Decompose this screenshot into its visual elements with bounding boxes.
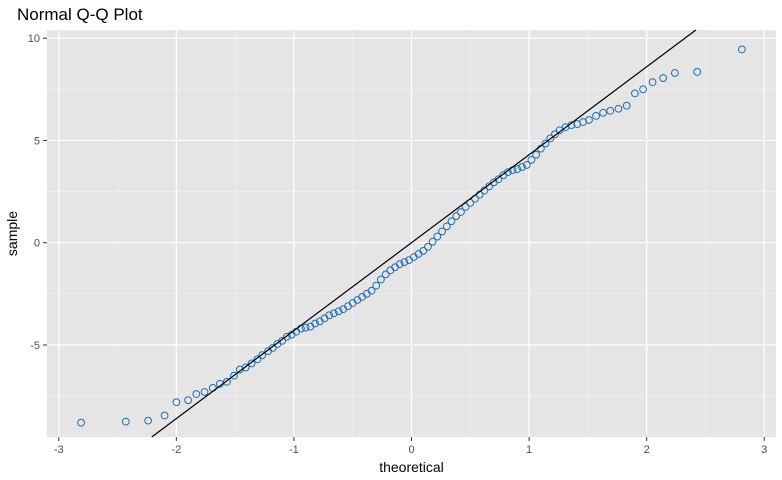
data-point [639, 85, 648, 94]
y-tick-label: 5 [34, 135, 40, 147]
data-point [622, 101, 631, 110]
y-axis-ticks: -5 0 5 10 [28, 33, 47, 352]
data-point [282, 332, 291, 341]
data-point [551, 130, 559, 139]
data-point [278, 336, 287, 345]
data-point [461, 203, 470, 211]
data-point [442, 222, 451, 231]
data-point [518, 163, 526, 171]
data-point [424, 242, 432, 251]
data-point [144, 416, 153, 425]
data-point [200, 388, 209, 396]
data-point [513, 165, 522, 173]
data-point [447, 217, 456, 226]
x-tick-label: 1 [526, 444, 532, 456]
data-point [258, 351, 267, 360]
data-point [659, 74, 668, 82]
data-point [372, 281, 381, 290]
data-point [325, 311, 334, 320]
data-point [648, 78, 657, 87]
data-point [438, 227, 446, 236]
y-tick-label: 10 [28, 33, 40, 45]
data-point [555, 126, 564, 135]
x-tick-label: 2 [644, 444, 650, 456]
data-point [241, 363, 250, 372]
data-point [532, 150, 541, 159]
data-point [367, 286, 376, 295]
x-tick-label: -2 [171, 444, 181, 456]
x-axis-ticks: -3 -2 -1 0 1 2 3 [54, 437, 767, 456]
chart-title: Normal Q-Q Plot [17, 5, 143, 24]
data-points [77, 45, 746, 427]
data-point [546, 134, 555, 143]
data-point [247, 359, 256, 368]
x-tick-label: -1 [289, 444, 299, 456]
data-point [77, 418, 85, 427]
x-axis-title: theoretical [379, 459, 444, 475]
data-point [693, 68, 702, 76]
data-point [311, 319, 319, 328]
data-point [395, 260, 404, 269]
data-point [400, 258, 409, 267]
data-point [121, 417, 130, 426]
data-point [527, 155, 536, 164]
y-axis-title: sample [4, 211, 20, 256]
data-point [428, 237, 437, 246]
data-point [222, 377, 231, 386]
data-point [670, 69, 679, 77]
data-point [738, 45, 746, 54]
data-point [631, 89, 639, 98]
data-point [329, 309, 338, 318]
reference-line [151, 29, 697, 438]
data-point [504, 168, 512, 177]
data-point [381, 270, 390, 279]
x-tick-label: 0 [408, 444, 414, 456]
data-point [230, 371, 238, 380]
data-point [606, 106, 615, 115]
data-point [377, 275, 385, 284]
data-point [301, 323, 310, 332]
data-point [541, 139, 550, 148]
data-point [192, 390, 201, 398]
x-tick-label: 3 [761, 444, 767, 456]
y-tick-label: -5 [30, 340, 40, 352]
data-point [253, 355, 262, 364]
data-point [494, 175, 503, 184]
data-point [452, 212, 461, 221]
data-point [172, 398, 181, 407]
x-tick-label: -3 [54, 444, 64, 456]
data-point [419, 246, 428, 255]
y-tick-label: 0 [34, 238, 40, 250]
data-point [599, 108, 608, 117]
data-point [334, 307, 343, 316]
data-point [592, 111, 601, 120]
data-point [160, 411, 169, 420]
data-point [184, 396, 192, 405]
data-point [585, 116, 593, 124]
data-point [522, 161, 531, 169]
data-point [614, 104, 623, 113]
data-point [433, 232, 442, 241]
data-point [268, 344, 277, 352]
data-point [456, 208, 465, 216]
